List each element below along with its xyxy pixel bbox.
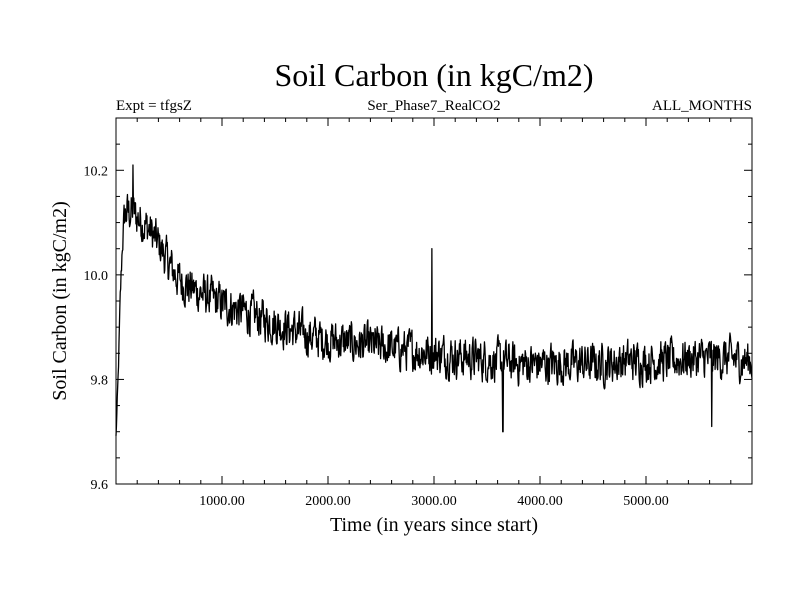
x-tick-label: 1000.00 (199, 494, 245, 509)
y-tick-label: 9.8 (91, 373, 109, 388)
tick-layer: 1000.00 2000.00 3000.00 4000.00 5000.00 9.6 9.… (84, 118, 752, 509)
x-axis-label: Time (in years since start) (330, 514, 538, 536)
series-label: Ser_Phase7_RealCO2 (367, 98, 500, 114)
series-layer (115, 164, 753, 436)
x-tick-label: 4000.00 (517, 494, 563, 509)
y-tick-label: 10.0 (84, 269, 109, 284)
y-tick-label: 10.2 (84, 164, 109, 179)
chart-title: Soil Carbon (in kgC/m2) (274, 57, 593, 93)
x-tick-label: 5000.00 (623, 494, 669, 509)
plot-frame (115, 117, 753, 485)
plot-area: 1000.00 2000.00 3000.00 4000.00 5000.00 9.6 9.… (84, 117, 753, 509)
soil-carbon-series-line (115, 164, 753, 436)
y-axis-label: Soil Carbon (in kgC/m2) (49, 201, 71, 400)
experiment-label: Expt = tfgsZ (116, 98, 192, 114)
x-tick-label: 3000.00 (411, 494, 457, 509)
x-tick-label: 2000.00 (305, 494, 351, 509)
period-label: ALL_MONTHS (652, 98, 752, 114)
y-tick-label: 9.6 (91, 478, 109, 493)
